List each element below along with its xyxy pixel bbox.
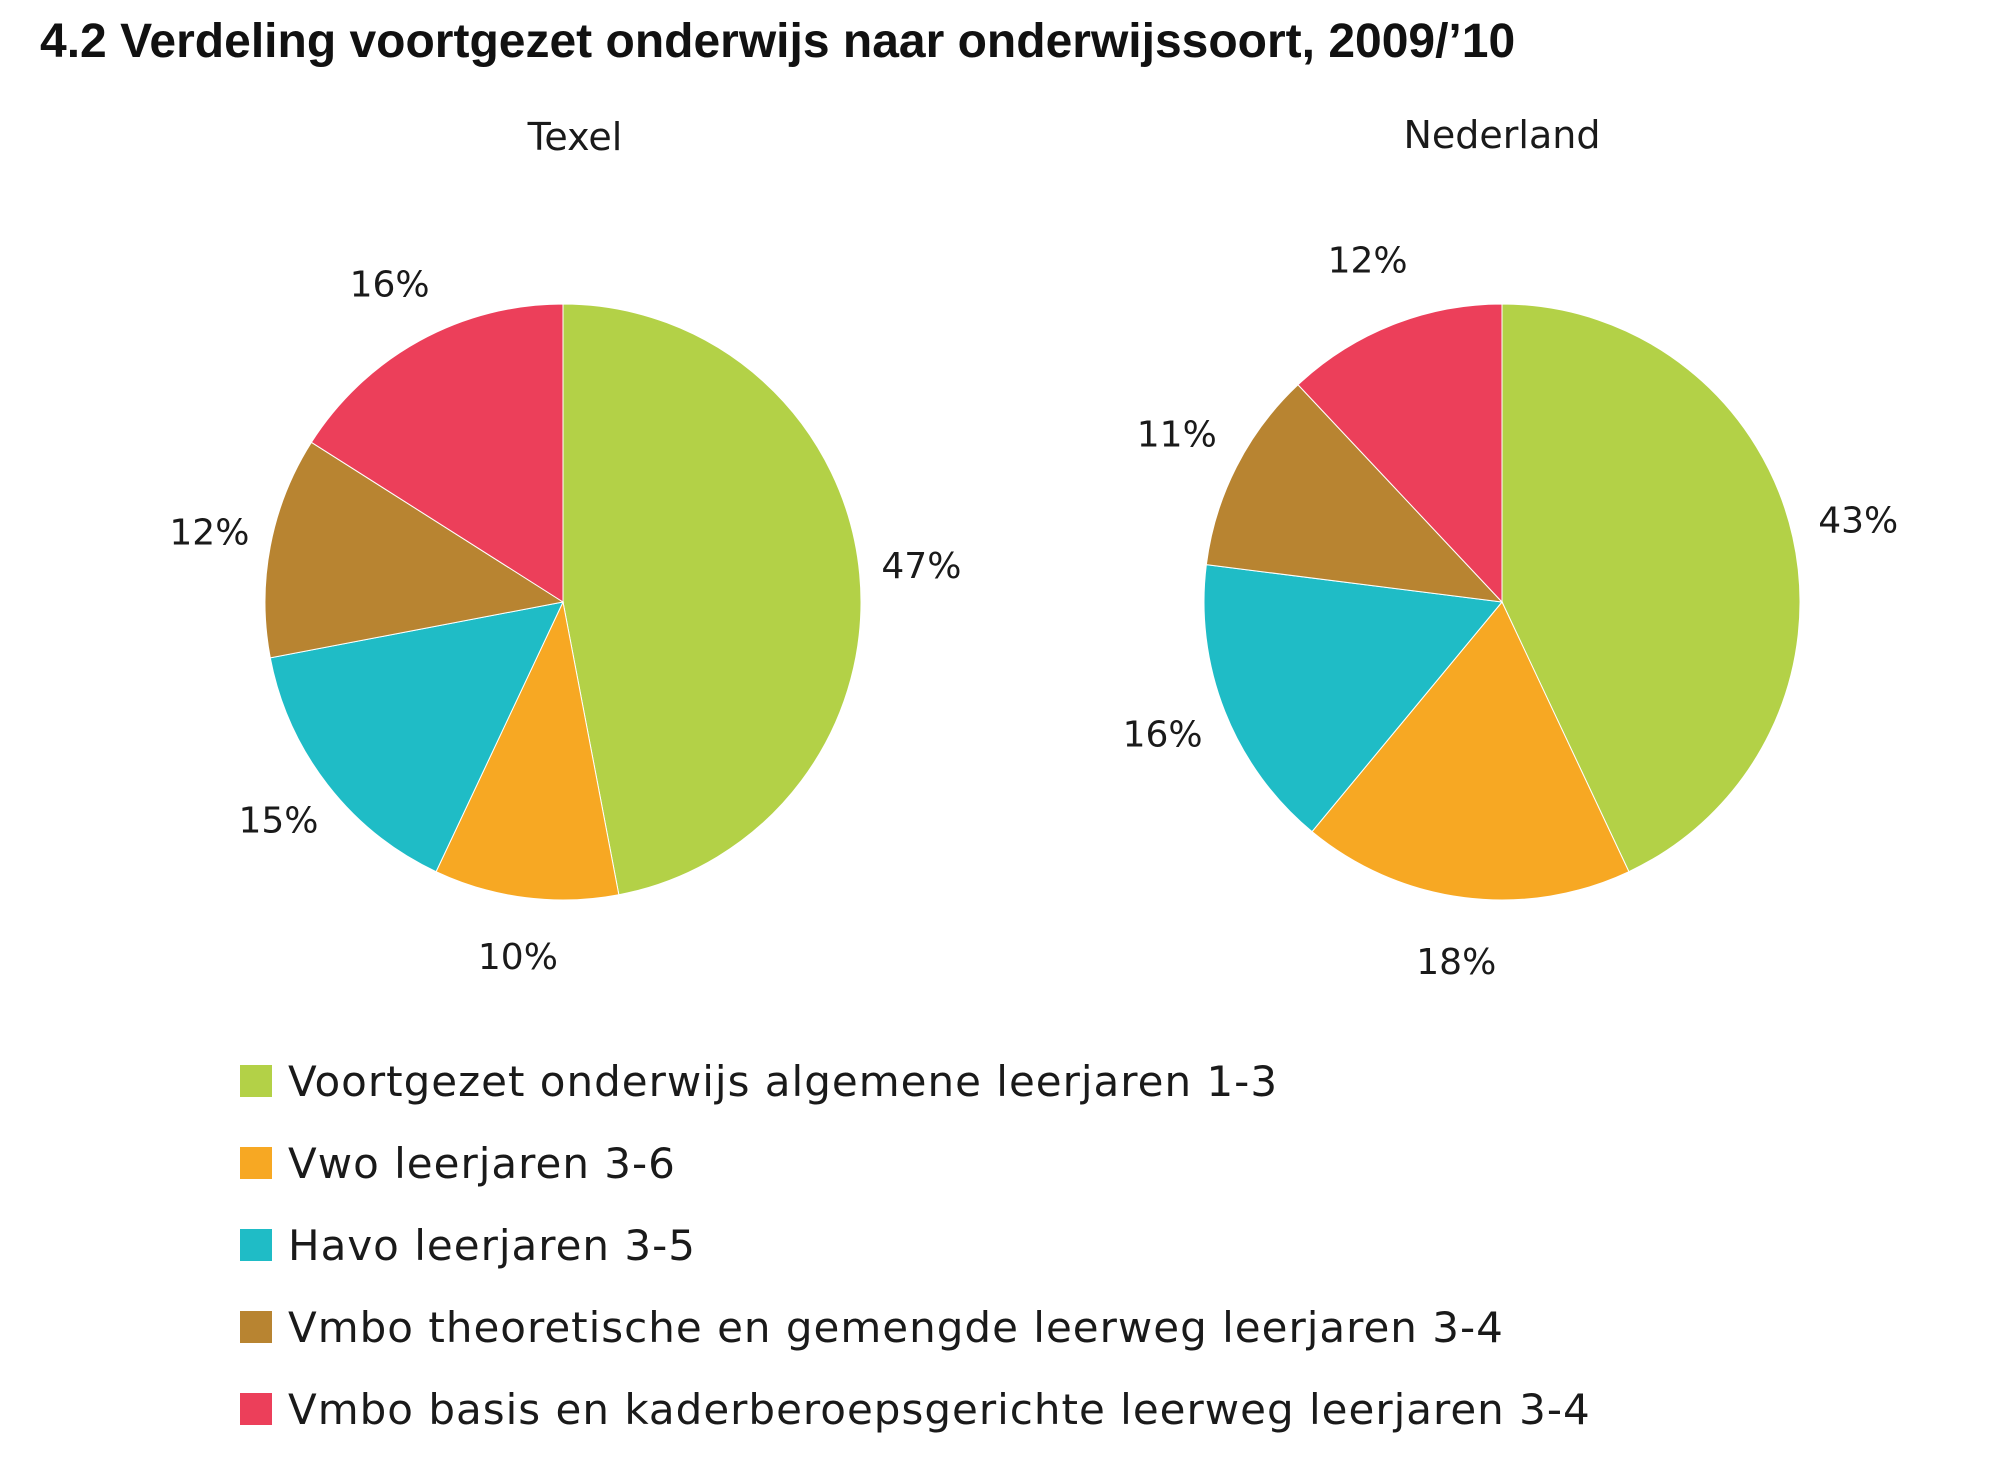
texel-data-label-2: 10% [478,937,558,978]
page-title: 4.2 Verdeling voortgezet onderwijs naar … [40,15,1516,68]
texel-data-label-5: 16% [350,265,430,306]
legend-label-5: Vmbo basis en kaderberoepsgerichte leerw… [288,1384,1591,1434]
legend-label-3: Havo leerjaren 3-5 [288,1220,696,1270]
texel-chart-title: Texel [527,115,623,159]
legend-label-2: Vwo leerjaren 3-6 [288,1138,676,1188]
texel-slice-5 [310,303,564,603]
legend-swatch-1 [240,1065,272,1097]
legend-item-5: Vmbo basis en kaderberoepsgerichte leerw… [240,1368,1940,1450]
legend-label-1: Voortgezet onderwijs algemene leerjaren … [288,1056,1279,1106]
nederland-data-label-4: 11% [1137,414,1217,455]
nederland-slice-5 [1297,303,1503,604]
nederland-slice-2 [1311,601,1630,901]
nederland-data-label-5: 12% [1328,241,1408,282]
texel-data-label-3: 15% [238,801,318,842]
legend-item-4: Vmbo theoretische en gemengde leerweg le… [240,1286,1940,1368]
legend-label-4: Vmbo theoretische en gemengde leerweg le… [288,1302,1504,1352]
texel-data-label-4: 12% [169,513,249,554]
legend: Voortgezet onderwijs algemene leerjaren … [240,1040,1940,1450]
nederland-data-label-1: 43% [1818,500,1898,541]
nederland-slice-4 [1205,384,1504,603]
pie-charts: Texel 47% 10% 15% 12% 16% Nederland 43% 18% 16% 11… [169,113,1899,983]
nederland-data-label-2: 18% [1416,942,1496,983]
nederland-chart-title: Nederland [1404,113,1601,157]
legend-item-2: Vwo leerjaren 3-6 [240,1122,1940,1204]
legend-swatch-3 [240,1229,272,1261]
legend-swatch-4 [240,1311,272,1343]
nederland-slice-1 [1501,303,1801,873]
nederland-pie: Nederland 43% 18% 16% 11% 12% [1123,113,1899,983]
texel-slice-1 [562,303,862,896]
texel-slice-4 [264,441,565,659]
legend-swatch-2 [240,1147,272,1179]
nederland-slice-3 [1203,564,1503,833]
texel-data-label-1: 47% [881,546,961,587]
texel-slice-2 [435,600,620,901]
nederland-data-label-3: 16% [1123,714,1203,755]
texel-slice-3 [269,601,564,873]
texel-pie: Texel 47% 10% 15% 12% 16% [169,115,961,978]
legend-swatch-5 [240,1393,272,1425]
legend-item-3: Havo leerjaren 3-5 [240,1204,1940,1286]
legend-item-1: Voortgezet onderwijs algemene leerjaren … [240,1040,1940,1122]
